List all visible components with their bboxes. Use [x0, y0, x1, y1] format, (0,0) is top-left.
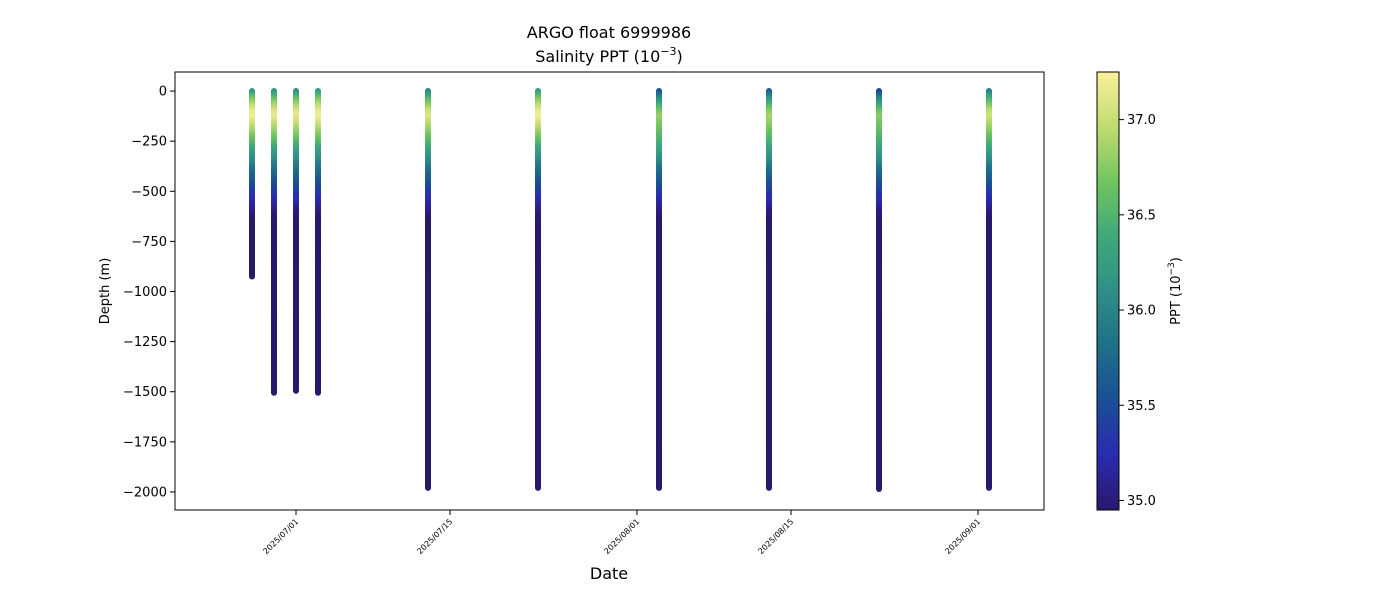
plot-frame: [174, 71, 1045, 511]
colorbar-tick-label: 37.0: [1127, 113, 1156, 128]
marker: [986, 484, 992, 491]
chart-title: ARGO float 6999986: [527, 23, 691, 42]
x-tick-label: 2025/07/01: [261, 517, 300, 556]
y-tick-label: −1500: [123, 385, 167, 400]
profile-2025-08-23: [876, 88, 882, 492]
profile-2025-07-03: [315, 88, 321, 396]
marker: [535, 484, 541, 491]
profile-2025-09-02: [986, 88, 992, 491]
y-tick-label: −2000: [123, 485, 167, 500]
profile-2025-06-27: [249, 88, 255, 280]
y-tick-label: −250: [131, 135, 167, 150]
colorbar-tick-label: 36.5: [1127, 208, 1156, 223]
y-axis-label: Depth (m): [98, 258, 113, 325]
profile-2025-07-13: [425, 88, 431, 491]
x-tick-label: 2025/08/15: [756, 517, 795, 556]
profile-2025-07-01: [293, 88, 299, 394]
colorbar: [1096, 71, 1120, 511]
y-tick-label: −1750: [123, 435, 167, 450]
colorbar-tick-label: 35.5: [1127, 399, 1156, 414]
marker: [876, 486, 882, 492]
profile-2025-07-23: [535, 88, 541, 491]
colorbar-label: PPT (10−3): [1167, 257, 1184, 325]
colorbar-tick-label: 36.0: [1127, 304, 1156, 319]
marker: [425, 484, 431, 491]
marker: [656, 484, 662, 491]
y-tick-label: −750: [131, 235, 167, 250]
marker: [249, 273, 255, 280]
colorbar-tick-label: 35.0: [1127, 494, 1156, 509]
x-axis: 2025/07/01 2025/07/15 2025/08/01 2025/08/15…: [261, 510, 982, 556]
y-tick-label: 0: [159, 85, 167, 100]
profile-2025-08-03: [656, 88, 662, 491]
x-tick-label: 2025/08/01: [602, 517, 641, 556]
marker: [293, 387, 299, 394]
y-tick-label: −500: [131, 185, 167, 200]
profile-markers: [249, 88, 992, 492]
marker: [766, 484, 772, 491]
y-tick-label: −1250: [123, 335, 167, 350]
colorbar-axis: 35.0 35.5 36.0 36.5 37.0: [1119, 113, 1156, 509]
chart-subtitle: Salinity PPT (10−3): [535, 45, 683, 66]
profile-2025-08-13: [766, 88, 772, 491]
x-axis-label: Date: [590, 564, 628, 583]
y-tick-label: −1000: [123, 285, 167, 300]
y-axis: 0 −250 −500 −750 −1000 −1250 −1500 −1750 −2000: [123, 85, 175, 500]
marker: [315, 389, 321, 396]
x-tick-label: 2025/09/01: [943, 517, 982, 556]
profile-2025-06-29: [271, 88, 277, 396]
marker: [271, 389, 277, 396]
x-tick-label: 2025/07/15: [415, 517, 454, 556]
